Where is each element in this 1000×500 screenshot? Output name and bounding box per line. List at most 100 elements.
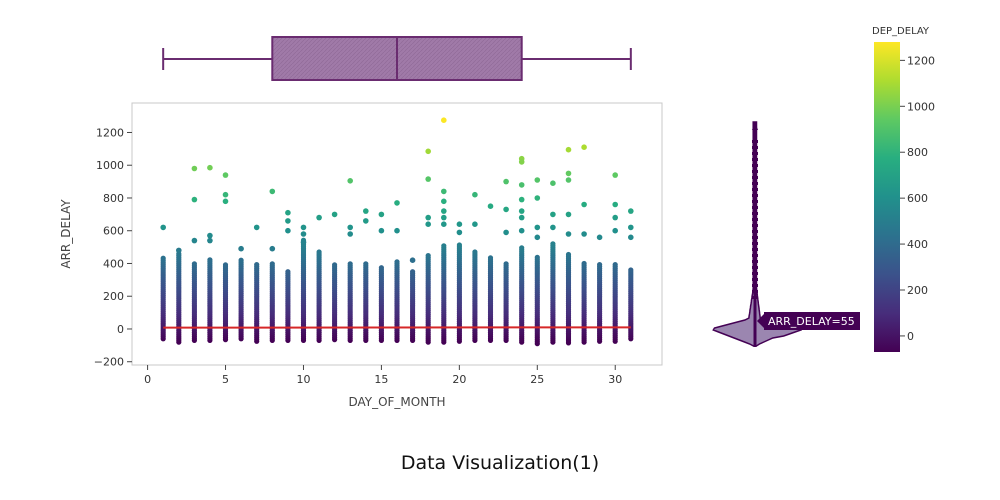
x-axis-ticks: 0 5 10 15 20 25 30	[144, 365, 622, 386]
data-point	[347, 178, 354, 184]
data-point	[456, 221, 463, 227]
data-point	[207, 257, 213, 263]
data-point	[363, 261, 369, 267]
violin-point	[752, 176, 758, 179]
data-point	[518, 227, 525, 234]
violin-point	[752, 182, 758, 185]
y-axis-title: ARR_DELAY	[59, 199, 73, 269]
violin-point	[752, 266, 758, 269]
data-point	[253, 224, 260, 231]
data-point	[394, 200, 400, 206]
marginal-box-plot[interactable]	[162, 36, 632, 81]
data-point	[160, 255, 166, 261]
data-point	[378, 211, 385, 218]
colorbar-tick-label: 800	[907, 146, 928, 159]
x-tick-label: 5	[222, 373, 229, 386]
data-point	[441, 117, 447, 123]
violin-point	[752, 146, 758, 149]
data-point	[550, 211, 556, 218]
data-point	[518, 159, 525, 165]
data-point	[378, 265, 384, 271]
x-tick-label: 25	[530, 373, 544, 386]
violin-point	[752, 272, 758, 275]
data-point	[269, 261, 275, 267]
x-tick-label: 20	[452, 373, 466, 386]
data-point	[581, 144, 587, 150]
x-tick-label: 10	[296, 373, 310, 386]
data-point	[394, 227, 400, 234]
data-point	[534, 195, 541, 201]
colorbar-tick-label: 200	[907, 284, 928, 297]
data-point	[332, 262, 338, 268]
data-point	[565, 211, 572, 218]
data-point	[487, 203, 494, 209]
data-point	[456, 229, 463, 236]
y-tick-label: 800	[103, 192, 124, 205]
colorbar-ticks: 1200 1000 800 600 400 200 0	[900, 54, 935, 343]
violin-point	[752, 242, 758, 245]
marginal-violin-plot[interactable]: ARR_DELAY=55	[712, 121, 860, 347]
violin-point	[752, 188, 758, 191]
data-point	[191, 261, 197, 267]
data-point	[347, 224, 354, 231]
data-point	[409, 257, 416, 264]
colorbar-tick-label: 1200	[907, 54, 935, 67]
colorbar-tick-label: 400	[907, 238, 928, 251]
x-tick-label: 30	[608, 373, 622, 386]
data-point	[503, 178, 509, 185]
data-point	[207, 232, 213, 239]
y-tick-label: 400	[103, 257, 124, 270]
data-point	[519, 245, 525, 251]
data-point	[518, 182, 525, 188]
data-point	[612, 262, 618, 268]
data-point	[550, 224, 556, 231]
data-point	[300, 239, 307, 245]
y-tick-label: 1200	[96, 126, 124, 139]
scatter-plot[interactable]: 0 5 10 15 20 25 30 −200 0 200 400 600 800 1000 1200 D…	[59, 102, 663, 409]
violin-point	[752, 206, 758, 209]
data-point	[597, 262, 603, 268]
data-point	[503, 229, 509, 236]
violin-point	[752, 224, 758, 227]
data-point	[472, 191, 478, 198]
colorbar: DEP_DELAY 1200 1000 800 600 400 200 0	[872, 26, 935, 352]
data-point	[565, 146, 572, 153]
data-point	[612, 172, 618, 178]
data-point	[472, 249, 478, 255]
data-point	[285, 227, 291, 234]
violin-point	[752, 254, 758, 257]
data-point	[425, 214, 432, 221]
data-point	[534, 224, 541, 231]
data-point	[503, 261, 509, 267]
violin-point	[752, 236, 758, 239]
data-point	[222, 198, 229, 205]
data-point	[441, 198, 447, 205]
violin-point	[752, 164, 758, 167]
data-point	[285, 218, 291, 224]
violin-point	[752, 152, 758, 155]
data-point	[612, 214, 618, 221]
data-point	[300, 224, 307, 231]
violin-point	[752, 170, 758, 173]
data-point	[518, 196, 525, 203]
data-point	[269, 245, 276, 252]
data-point	[581, 260, 587, 267]
data-point	[331, 211, 338, 218]
y-tick-label: 600	[103, 225, 124, 238]
data-point	[581, 201, 587, 208]
data-point	[176, 247, 182, 254]
x-tick-label: 0	[144, 373, 151, 386]
data-point	[285, 209, 291, 216]
data-point	[316, 249, 322, 255]
data-point	[628, 208, 634, 214]
data-point	[207, 237, 213, 244]
data-point	[410, 269, 416, 275]
data-point	[363, 208, 369, 214]
hover-label-box	[764, 312, 860, 330]
violin-point	[752, 290, 758, 293]
data-point	[207, 164, 213, 171]
hover-label-pointer	[757, 314, 764, 328]
data-point	[518, 208, 525, 214]
data-point	[565, 251, 572, 258]
